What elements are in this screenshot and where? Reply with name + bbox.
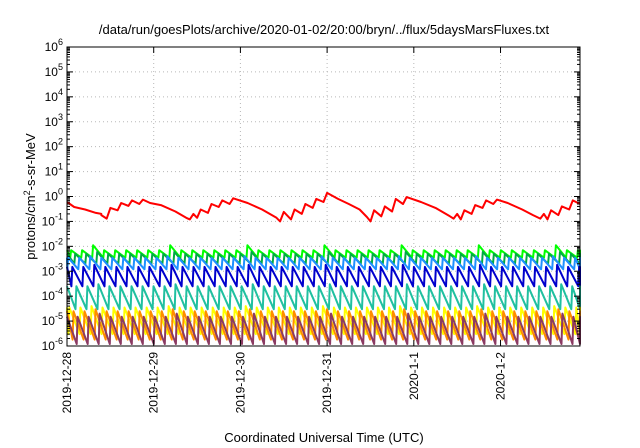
y-tick-label: 100 [45,187,63,204]
y-tick-label: 101 [45,162,63,179]
y-tick-base: 10 [45,140,59,154]
y-tick-label: 106 [45,37,63,54]
y-tick-exponent: -4 [55,286,63,296]
y-tick-base: 10 [42,339,56,353]
series-line-3 [66,250,581,265]
series-line-9 [66,312,581,345]
y-tick-exponent: 0 [58,187,63,197]
y-tick-base: 10 [42,214,56,228]
y-tick-base: 10 [42,264,56,278]
y-tick-exponent: -5 [55,311,63,321]
y-tick-base: 10 [45,65,59,79]
y-tick-label: 10-4 [42,286,63,303]
y-tick-base: 10 [45,40,59,54]
y-tick-label: 104 [45,87,63,104]
y-tick-base: 10 [45,190,59,204]
y-axis-label-rest: -s-sr-MeV [23,133,38,190]
y-tick-label: 10-1 [42,211,63,228]
y-axis: 10-610-510-410-310-210-11001011021031041… [42,37,580,353]
series-line-4 [66,255,581,271]
series-line-5 [66,263,581,288]
x-axis-label: Coordinated Universal Time (UTC) [224,430,423,445]
y-tick-label: 10-6 [42,336,63,353]
y-tick-base: 10 [42,239,56,253]
x-tick-label: 2019-12-30 [233,352,247,414]
y-tick-base: 10 [45,90,59,104]
y-tick-exponent: 1 [58,162,63,172]
y-tick-exponent: -1 [55,211,63,221]
x-tick-label: 2019-12-28 [60,352,74,414]
y-tick-label: 103 [45,112,63,129]
y-tick-exponent: 4 [58,87,63,97]
y-tick-label: 10-2 [42,236,63,253]
x-tick-label: 2019-12-31 [320,352,334,414]
series-line-1 [66,191,581,223]
y-tick-label: 105 [45,62,63,79]
x-tick-label: 2019-12-29 [147,352,161,414]
series-layer [66,191,581,345]
y-tick-base: 10 [45,115,59,129]
x-tick-label: 2020-1-2 [494,352,508,400]
y-tick-exponent: 3 [58,112,63,122]
series-line-6 [66,283,581,311]
x-tick-label: 2020-1-1 [407,352,421,400]
y-tick-base: 10 [42,314,56,328]
grid [66,46,580,347]
y-tick-exponent: 6 [58,37,63,47]
y-tick-exponent: 5 [58,62,63,72]
x-axis: 2019-12-28 2019-12-29 2019-12-30 2019-12-31… [60,47,508,413]
y-tick-label: 10-3 [42,261,63,278]
y-tick-label: 102 [45,137,63,154]
y-tick-exponent: -6 [55,336,63,346]
y-tick-exponent: 2 [58,137,63,147]
y-tick-base: 10 [42,289,56,303]
y-axis-label-sup: 2 [22,190,32,195]
y-axis-label-main: protons/cm [23,195,38,259]
y-tick-base: 10 [45,165,59,179]
y-tick-exponent: -3 [55,261,63,271]
y-tick-label: 10-5 [42,311,63,328]
y-tick-exponent: -2 [55,236,63,246]
y-axis-label: protons/cm2-s-sr-MeV [22,133,38,260]
chart-title: /data/run/goesPlots/archive/2020-01-02/2… [99,22,550,37]
